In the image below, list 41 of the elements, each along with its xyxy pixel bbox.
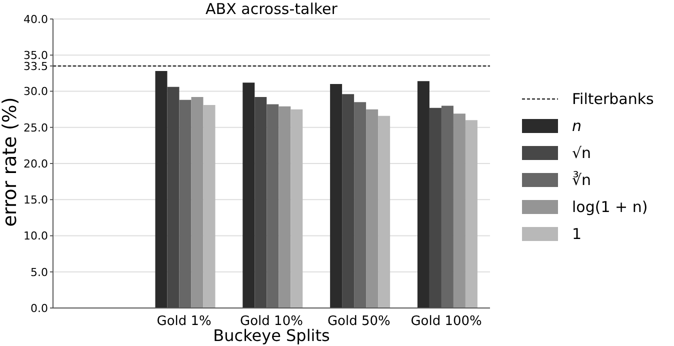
bar	[167, 86, 180, 308]
x-tick-label: Gold 50%	[327, 314, 390, 330]
legend-label: √n	[572, 144, 592, 162]
bar	[378, 116, 390, 308]
bar	[366, 109, 378, 308]
y-tick-label: 40.0	[24, 12, 48, 26]
bar	[342, 94, 354, 308]
bar	[179, 100, 192, 308]
bar	[465, 120, 478, 308]
legend-label: n	[572, 116, 582, 134]
bar	[354, 102, 366, 308]
y-tick-label: 0.0	[30, 302, 48, 315]
legend-label: log(1 + n)	[572, 198, 648, 216]
y-axis-title: error rate (%)	[0, 96, 22, 229]
y-tick-label: 33.5	[24, 60, 48, 73]
y-tick-label: 25.0	[24, 121, 48, 134]
chart-title: ABX across-talker	[204, 0, 338, 18]
bar	[330, 84, 342, 308]
bar	[441, 106, 454, 308]
y-tick-label: 30.0	[24, 85, 48, 98]
bar	[191, 97, 204, 308]
bar	[429, 108, 442, 308]
bar	[278, 106, 291, 308]
bar	[155, 71, 168, 308]
bar	[290, 109, 303, 308]
bar	[254, 97, 267, 308]
y-tick-label: 35.0	[24, 49, 48, 62]
bar	[203, 104, 216, 308]
legend-label: Filterbanks	[572, 90, 654, 108]
y-tick-label: 5.0	[30, 266, 48, 279]
x-tick-label: Gold 100%	[410, 314, 482, 330]
y-tick-label: 15.0	[24, 194, 48, 207]
bar	[453, 114, 466, 308]
bar	[417, 81, 430, 308]
bar	[266, 104, 279, 308]
x-tick-label: Gold 1%	[156, 314, 212, 330]
y-tick-label: 10.0	[24, 230, 48, 243]
legend-label: ∛n	[572, 170, 592, 188]
bar	[242, 82, 255, 308]
legend-label: 1	[572, 224, 582, 242]
y-tick-label: 20.0	[24, 157, 48, 170]
